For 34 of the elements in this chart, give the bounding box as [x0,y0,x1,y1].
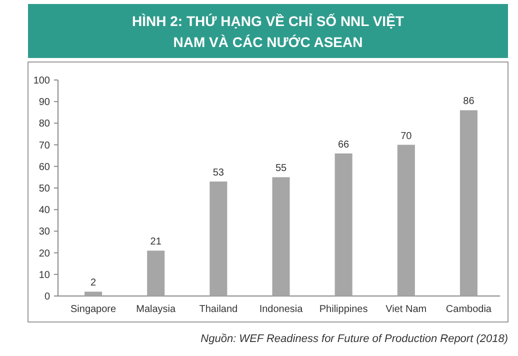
bar [210,182,228,296]
y-tick-label: 10 [38,270,50,281]
x-tick-label: Indonesia [259,304,304,315]
bar [397,144,415,296]
chart-title: HÌNH 2: THỨ HẠNG VỀ CHỈ SỐ NNL VIỆT NAM VÀ CÁC NƯỚC ASEAN [132,13,404,50]
y-tick-label: 0 [44,292,50,302]
y-tick-label: 60 [38,162,50,173]
x-tick-label: Thailand [199,304,238,315]
x-tick-label: Philippines [319,304,368,315]
y-tick-label: 50 [38,184,50,194]
data-label: 2 [90,278,97,289]
y-tick-label: 90 [38,97,50,108]
x-tick-label: Viet Nam [386,304,427,315]
data-label: 21 [150,236,162,248]
bar [272,177,290,296]
data-label: 55 [275,163,287,174]
bar [334,153,352,296]
y-tick-label: 40 [38,205,50,216]
data-label: 53 [212,168,224,179]
y-tick-label: 70 [38,140,50,152]
x-tick-label: Malaysia [136,304,176,315]
data-label: 86 [463,96,475,108]
data-label: 70 [400,130,412,142]
y-tick-label: 80 [38,118,50,130]
x-tick-label: Cambodia [446,304,492,315]
data-label: 66 [338,139,350,150]
y-tick-label: 20 [38,248,50,260]
y-tick-label: 30 [38,226,50,238]
bar [147,250,165,296]
y-tick-label: 100 [33,76,50,86]
bar [84,292,102,296]
text: Nguồn: WEF Readiness for Future of Production Report (2018) [200,333,508,345]
bar [460,110,478,296]
x-tick-label: Singapore [70,304,117,315]
